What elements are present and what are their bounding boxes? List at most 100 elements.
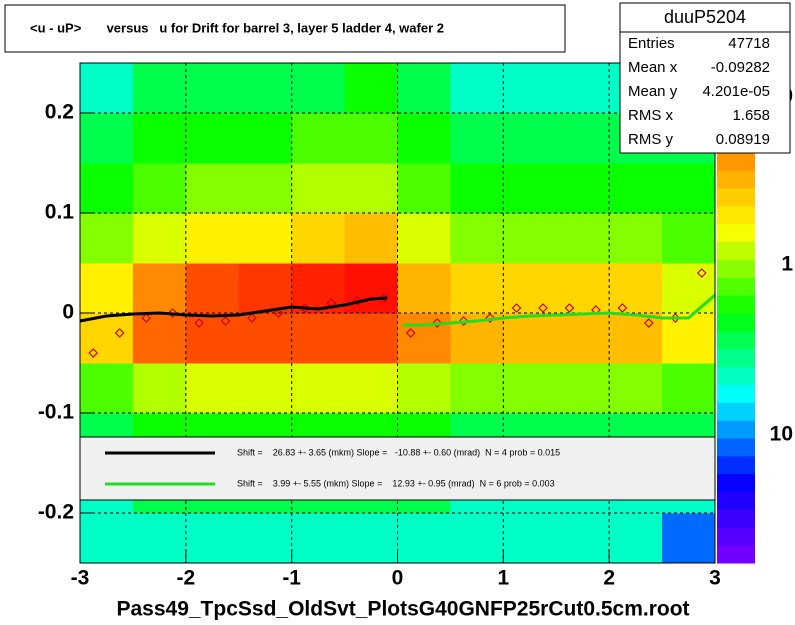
heat-cell: [344, 213, 398, 264]
colorbar-step: [717, 545, 755, 564]
heat-cell: [238, 163, 293, 214]
heat-cell: [450, 513, 504, 564]
heat-cell: [450, 163, 504, 214]
heat-cell: [238, 313, 293, 364]
heat-cell: [609, 513, 663, 564]
x-axis-title: Pass49_TpcSsd_OldSvt_PlotsG40GNFP25rCut0…: [116, 598, 689, 621]
x-tick-label: -1: [282, 567, 301, 590]
profile-marker: [538, 303, 548, 313]
profile-marker: [432, 318, 443, 328]
heat-cell: [132, 513, 187, 564]
heat-cell: [238, 263, 293, 314]
heat-cell: [556, 313, 610, 364]
heat-cell: [344, 113, 398, 164]
profile-marker: [511, 303, 522, 313]
y-tick-label: -0.2: [38, 501, 74, 524]
colorbar-step: [717, 223, 755, 243]
stats-label: Entries: [628, 35, 675, 52]
stats-label: Mean x: [628, 59, 678, 76]
heat-cell: [397, 63, 451, 114]
heat-cell: [662, 363, 716, 414]
colorbar-step: [717, 438, 755, 457]
profile-marker: [88, 348, 99, 358]
stats-value: -0.09282: [711, 59, 770, 76]
heat-cell: [662, 313, 716, 364]
x-tick-label: 3: [709, 567, 721, 590]
heat-cell: [397, 263, 451, 314]
plot-frame: [79, 62, 716, 564]
stats-value: 47718: [728, 35, 770, 52]
heat-cell: [291, 63, 346, 114]
x-tick-label: 0: [392, 567, 404, 590]
colorbar-step: [717, 330, 755, 350]
colorbar-step: [717, 348, 755, 368]
heat-cell: [291, 513, 346, 564]
heat-cell: [185, 163, 240, 214]
heat-cell: [185, 113, 240, 164]
heat-cell: [291, 313, 346, 364]
profile-marker: [458, 316, 469, 326]
heat-cell: [450, 63, 504, 114]
heat-cell: [291, 213, 346, 264]
heat-cell: [450, 263, 504, 314]
x-tick-label: 1: [497, 567, 509, 590]
profile-marker: [485, 313, 495, 323]
heat-cell: [185, 363, 240, 414]
stats-title: duuP5204: [664, 7, 746, 27]
y-tick-label: 0: [62, 301, 74, 324]
profile-marker: [405, 328, 416, 338]
heat-cell: [450, 113, 504, 164]
colorbar-step: [717, 455, 755, 475]
stats-box: [619, 2, 791, 154]
heat-cell: [556, 113, 610, 164]
heat-cell: [238, 113, 293, 164]
heat-cell: [556, 213, 610, 264]
heat-cell: [185, 63, 240, 114]
heat-cell: [238, 63, 293, 114]
heat-cell: [344, 163, 398, 214]
heat-cell: [503, 363, 557, 414]
stats-label: RMS x: [628, 107, 674, 124]
legend-box: [79, 436, 716, 501]
fit-line: [79, 296, 388, 323]
heat-cell: [80, 113, 134, 164]
y-tick-label: 0.2: [45, 101, 74, 124]
stats-value: 4.201e-05: [702, 83, 770, 100]
profile-marker: [379, 293, 390, 303]
chart-title: <u - uP> versus u for Drift for barrel 3…: [30, 20, 444, 35]
colorbar-step: [717, 420, 755, 439]
profile-marker: [114, 328, 125, 338]
heat-cell: [503, 313, 557, 364]
heat-cell: [503, 513, 557, 564]
colorbar-step: [717, 241, 755, 260]
heat-cell: [503, 63, 557, 114]
heat-cell: [80, 363, 134, 414]
profile-marker: [141, 313, 151, 323]
colorbar-step: [717, 205, 755, 225]
heat-cell: [397, 313, 451, 364]
heat-cell: [291, 363, 346, 414]
heat-cell: [238, 213, 293, 264]
heat-cell: [80, 513, 134, 564]
heat-cell: [344, 313, 398, 364]
heat-cell: [503, 213, 557, 264]
profile-marker: [644, 318, 654, 328]
colorbar-step: [717, 188, 755, 207]
heat-cell: [556, 163, 610, 214]
heat-cell: [291, 163, 346, 214]
colorbar-step: [717, 152, 755, 171]
profile-marker: [194, 318, 204, 328]
heat-cell: [132, 163, 187, 214]
heat-cell: [556, 513, 610, 564]
heat-cell: [80, 63, 134, 114]
heat-cell: [344, 263, 398, 314]
heat-cell: [238, 363, 293, 414]
colorbar-step: [717, 384, 755, 403]
heat-cell: [397, 513, 451, 564]
fit-line: [402, 293, 716, 327]
heat-cell: [397, 363, 451, 414]
heat-cell: [662, 163, 716, 214]
y-tick-label: -0.1: [38, 401, 75, 424]
x-tick-label: -3: [71, 567, 90, 590]
title-box: [4, 4, 566, 53]
